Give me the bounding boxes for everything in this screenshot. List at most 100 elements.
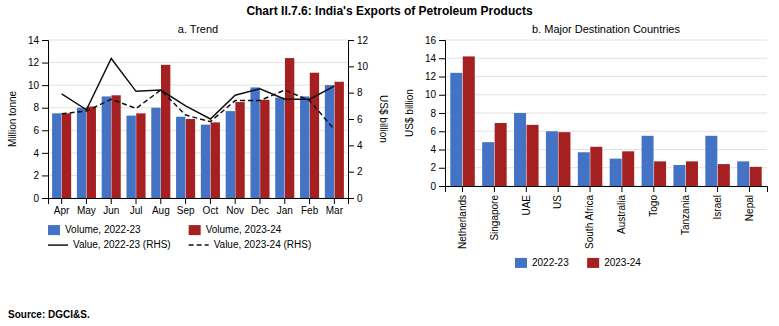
legend-swatch [189, 225, 201, 235]
bar [705, 136, 717, 186]
tick-mark [348, 119, 354, 120]
bar [654, 161, 666, 186]
bar [126, 116, 135, 198]
tick-label: 16 [425, 35, 437, 46]
tick: 2 [430, 162, 445, 173]
tick: UAE [520, 186, 531, 216]
bar [590, 147, 602, 186]
tick-mark [348, 93, 354, 94]
bar-series [62, 58, 344, 198]
tick-label: 10 [425, 89, 437, 100]
tick-mark [309, 198, 310, 204]
tick: 4 [430, 144, 445, 155]
bar-series [450, 73, 749, 186]
bar [578, 152, 590, 186]
bar-series [463, 56, 762, 186]
tick-mark [185, 198, 186, 204]
grid-line [445, 40, 767, 41]
bar [335, 82, 344, 198]
bar [463, 56, 475, 186]
grid-line [48, 62, 348, 63]
tick-label: Nepal [744, 195, 755, 221]
tick-mark [42, 85, 48, 86]
annotation: Source: DGCI&S. [8, 309, 90, 320]
legend-item: Value, 2022-23 (RHS) [48, 239, 171, 250]
bar [610, 159, 622, 186]
tick-mark [749, 186, 750, 192]
tick: 16 [425, 35, 445, 46]
tick: 10 [348, 61, 369, 72]
chart: Chart II.7.6: India's Exports of Petrole… [0, 0, 779, 326]
tick-label: Aug [152, 205, 170, 216]
tick: US [552, 186, 563, 209]
tick-mark [348, 66, 354, 67]
bar [62, 113, 71, 198]
bar [52, 113, 61, 198]
tick: Netherlands [457, 186, 468, 249]
tick: 8 [33, 102, 48, 113]
panel-title: b. Major Destination Countries [532, 23, 680, 35]
tick: Apr [54, 198, 70, 216]
grid [48, 40, 348, 198]
tick-label: 0 [357, 193, 363, 204]
tick: 12 [425, 71, 445, 82]
tick: Australia [616, 186, 627, 234]
bar [77, 108, 86, 198]
panel: AprMayJunJulAugSepOctNovDecJanFebMar0246… [7, 23, 389, 250]
tick-label: Jan [277, 205, 293, 216]
tick: Jun [103, 198, 119, 216]
axis-domain [349, 41, 355, 199]
tick-label: 0 [430, 181, 436, 192]
legend-swatch [48, 244, 68, 246]
bar [151, 108, 160, 198]
tick-mark [42, 108, 48, 109]
bar [622, 151, 634, 186]
tick: Oct [203, 198, 219, 216]
bar [250, 87, 259, 198]
tick-mark [42, 175, 48, 176]
tick: 12 [348, 35, 369, 46]
bar [737, 161, 749, 186]
bar [450, 73, 462, 186]
tick-mark [61, 198, 62, 204]
tick: Aug [152, 198, 170, 216]
bar [136, 113, 145, 198]
bar [642, 136, 654, 186]
tick-label: Apr [54, 205, 70, 216]
tick: 0 [430, 181, 445, 192]
axis: 0246810121416 [425, 35, 446, 192]
tick-label: May [77, 205, 96, 216]
tick-label: 4 [430, 144, 436, 155]
tick-mark [160, 198, 161, 204]
bar [310, 73, 319, 198]
tick: Singapore [489, 186, 500, 241]
bar [718, 164, 730, 186]
tick: 14 [28, 35, 48, 46]
grid [445, 40, 767, 186]
tick-mark [621, 186, 622, 192]
tick: 4 [33, 148, 48, 159]
bar [235, 102, 244, 198]
tick: South Africa [584, 186, 595, 249]
tick-label: Jun [103, 205, 119, 216]
tick-label: 6 [357, 114, 363, 125]
axis: Netherlands Singapore UAE US South Africa Aus… [446, 186, 768, 249]
bar [260, 100, 269, 198]
tick-label: 0 [33, 193, 39, 204]
tick: 6 [348, 114, 363, 125]
tick-mark [462, 186, 463, 192]
grid-line [48, 85, 348, 86]
tick-label: Mar [326, 205, 344, 216]
legend: Volume, 2022-23Volume, 2023-24Value, 202… [48, 224, 311, 250]
axis-domain [42, 41, 49, 199]
tick-mark [42, 130, 48, 131]
legend-label: 2022-23 [532, 257, 569, 268]
tick-label: Israel [712, 195, 723, 219]
tick-mark [439, 186, 445, 187]
tick-mark [86, 198, 87, 204]
tick-label: 10 [28, 80, 40, 91]
tick: 4 [348, 140, 363, 151]
tick-label: Nov [226, 205, 244, 216]
tick-label: 10 [357, 61, 369, 72]
tick-mark [348, 40, 354, 41]
